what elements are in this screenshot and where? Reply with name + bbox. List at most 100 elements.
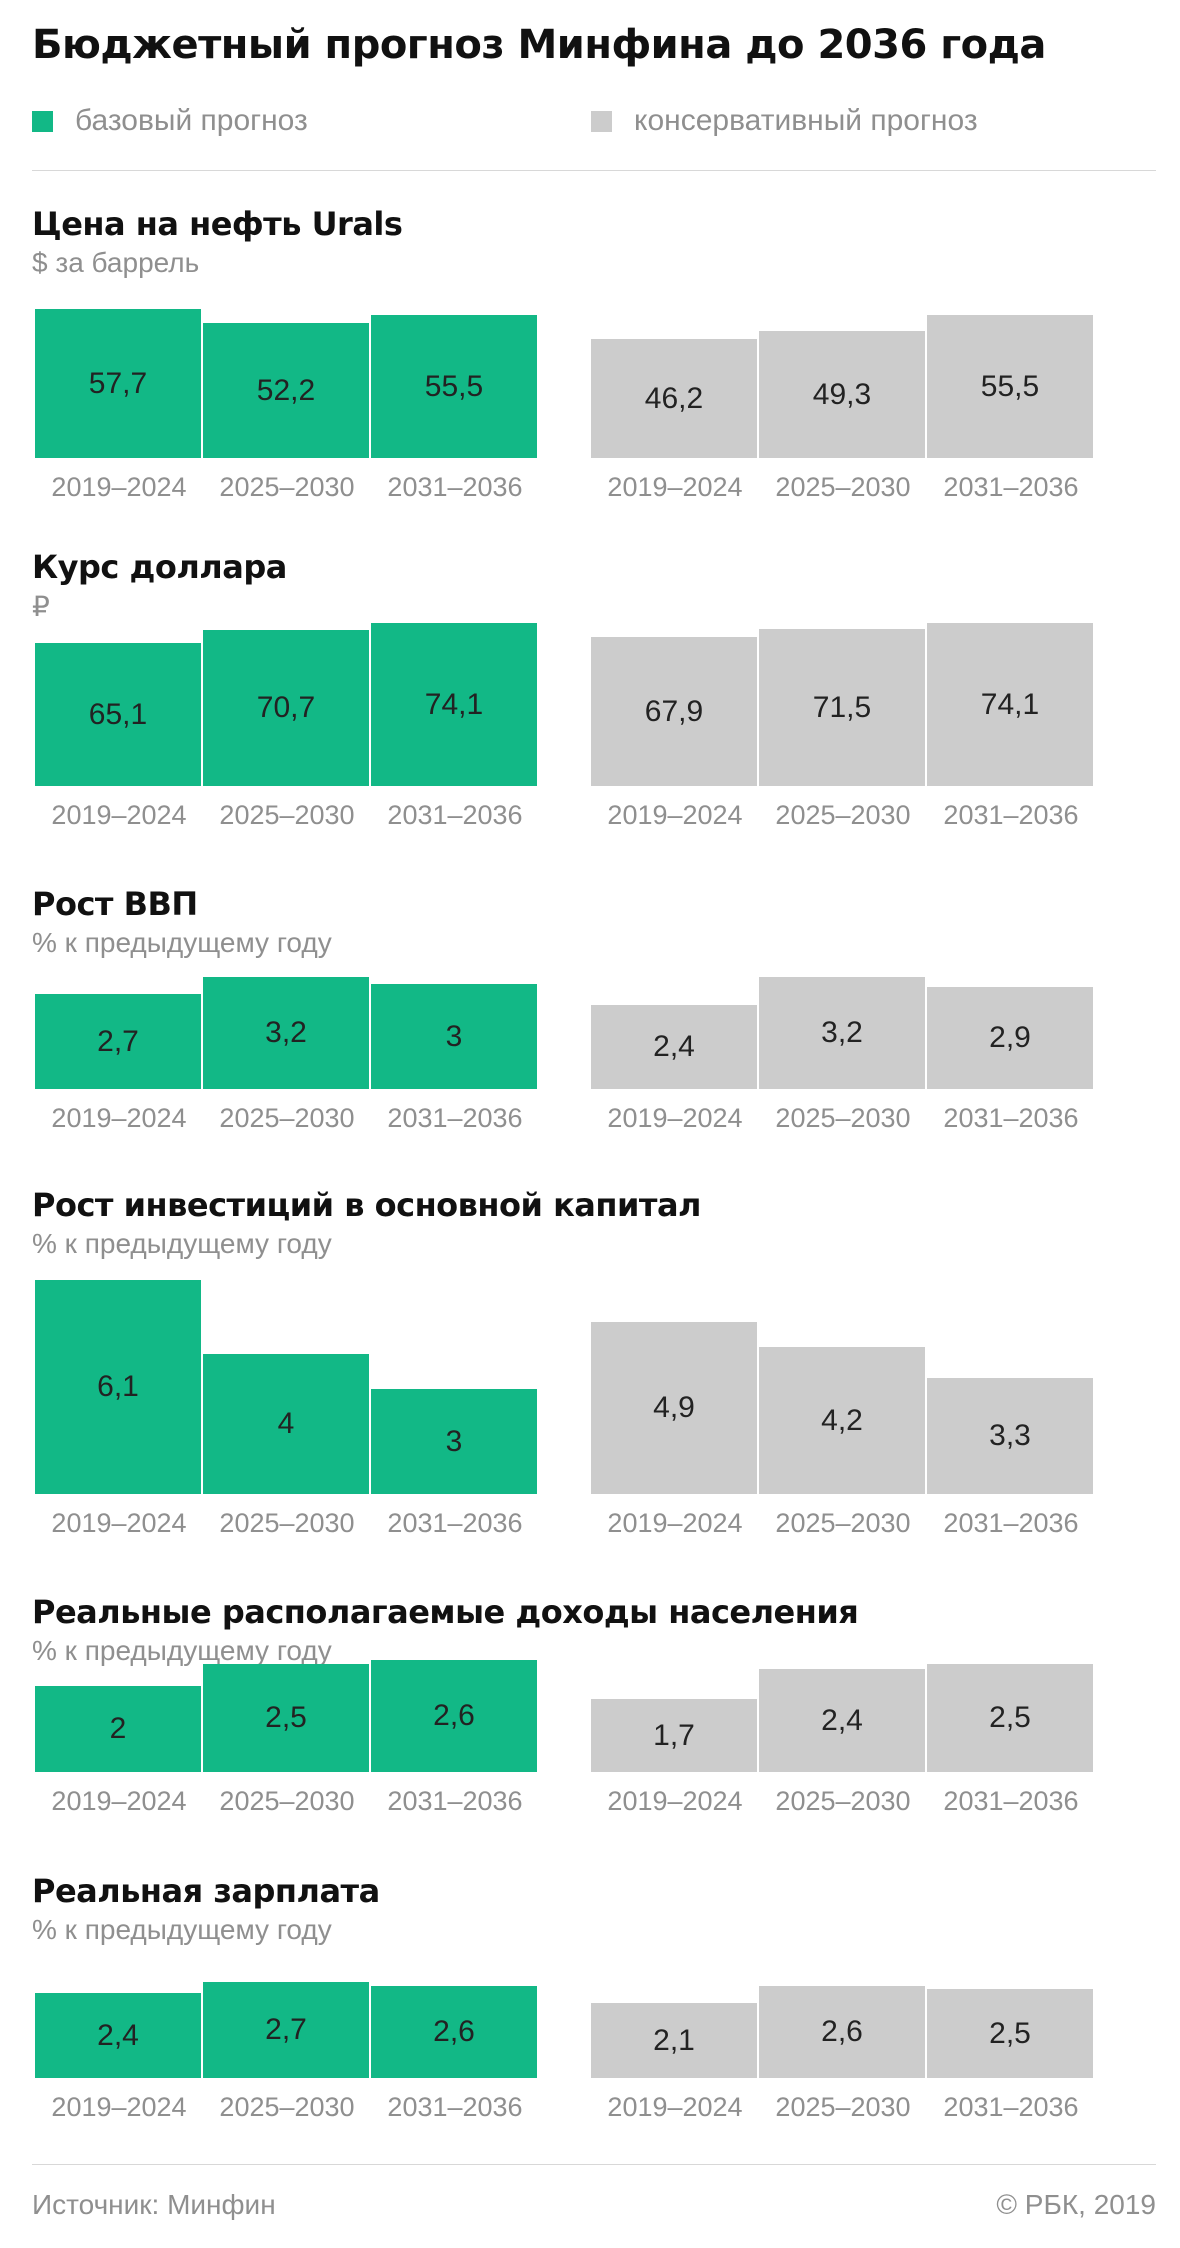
bar-base: 65,1	[35, 643, 201, 786]
legend-swatch-conservative	[591, 110, 612, 132]
chart-section: Реальные располагаемые доходы населения%…	[0, 1593, 1180, 1832]
category-label: 2031–2036	[387, 1103, 523, 1133]
bar-base: 70,7	[203, 630, 369, 786]
bar-value-label: 74,1	[980, 687, 1040, 721]
bar-value-label: 49,3	[812, 377, 872, 411]
page-title: Бюджетный прогноз Минфина до 2036 года	[32, 22, 1046, 68]
bar-base: 2,5	[203, 1664, 369, 1772]
category-label: 2019–2024	[607, 1103, 743, 1133]
bar-value-label: 6,1	[97, 1370, 139, 1403]
bar-value-label: 2,4	[653, 1030, 695, 1063]
category-label: 2025–2030	[775, 1786, 911, 1816]
category-label: 2031–2036	[387, 472, 523, 502]
bar-conservative: 74,1	[927, 623, 1093, 786]
category-label: 2019–2024	[51, 472, 187, 502]
bar-value-label: 74,1	[424, 687, 484, 721]
bar-value-label: 2,5	[265, 1701, 307, 1734]
bar-conservative: 55,5	[927, 315, 1093, 458]
chart-title: Рост инвестиций в основной капитал	[32, 1186, 701, 1224]
bar-base: 3,2	[203, 977, 369, 1089]
category-label: 2025–2030	[219, 1508, 355, 1538]
category-label: 2019–2024	[607, 1786, 743, 1816]
footer-divider	[32, 2164, 1156, 2165]
bar-value-label: 67,9	[644, 694, 704, 728]
chart-title: Цена на нефть Urals	[32, 205, 403, 243]
category-label: 2025–2030	[219, 1786, 355, 1816]
category-label: 2031–2036	[387, 1508, 523, 1538]
bar-value-label: 1,7	[653, 1718, 695, 1752]
bar-value-label: 4,2	[821, 1403, 863, 1437]
bar-value-label: 2	[109, 1712, 127, 1745]
legend-item-base: базовый прогноз	[32, 101, 308, 141]
footer-copyright: © РБК, 2019	[996, 2189, 1156, 2220]
chart-unit: % к предыдущему году	[32, 1914, 332, 1945]
bar-conservative: 71,5	[759, 629, 925, 786]
bar-value-label: 3	[445, 1424, 463, 1458]
bar-value-label: 2,6	[433, 1699, 475, 1732]
bar-conservative: 4,2	[759, 1347, 925, 1494]
bar-conservative: 2,1	[591, 2003, 757, 2078]
bar-base: 57,7	[35, 309, 201, 458]
footer-source: Источник: Минфин	[32, 2189, 276, 2220]
bar-value-label: 2,6	[433, 2015, 475, 2048]
bar-value-label: 2,4	[821, 1703, 863, 1737]
category-label: 2031–2036	[943, 2092, 1079, 2122]
bar-base: 55,5	[371, 315, 537, 458]
bar-conservative: 2,4	[591, 1005, 757, 1089]
chart-unit: ₽	[32, 591, 50, 622]
bar-value-label: 2,7	[265, 2013, 307, 2046]
chart-section: Рост инвестиций в основной капитал % к пр…	[0, 1186, 1180, 1554]
bar-base: 3	[371, 984, 537, 1089]
bar-value-label: 2,5	[989, 1701, 1031, 1734]
bar-conservative: 2,4	[759, 1669, 925, 1772]
bar-base: 2	[35, 1686, 201, 1772]
chart-section: Цена на нефть Urals $ за баррель 57,7 2019–…	[0, 205, 1180, 518]
bar-conservative: 2,5	[927, 1664, 1093, 1772]
bar-conservative: 2,6	[759, 1986, 925, 2078]
category-label: 2019–2024	[607, 472, 743, 502]
category-label: 2019–2024	[51, 1508, 187, 1538]
category-label: 2019–2024	[51, 1786, 187, 1816]
category-label: 2025–2030	[219, 2092, 355, 2122]
chart-unit: $ за баррель	[32, 247, 200, 278]
bar-base: 2,7	[35, 994, 201, 1089]
bar-value-label: 2,1	[653, 2023, 695, 2057]
bar-value-label: 2,7	[97, 1024, 139, 1058]
category-label: 2025–2030	[219, 1103, 355, 1133]
bar-value-label: 2,5	[989, 2016, 1031, 2050]
bar-base: 2,6	[371, 1986, 537, 2078]
bar-value-label: 3,2	[821, 1016, 863, 1049]
category-label: 2031–2036	[387, 800, 523, 830]
category-label: 2025–2030	[775, 1103, 911, 1133]
bar-base: 74,1	[371, 623, 537, 786]
bar-conservative: 1,7	[591, 1699, 757, 1772]
bar-conservative: 67,9	[591, 637, 757, 786]
chart-section: Реальная зарплата % к предыдущему году 2,4…	[0, 1872, 1180, 2138]
bar-value-label: 2,4	[97, 2018, 139, 2052]
chart-title: Реальная зарплата	[32, 1872, 380, 1910]
chart-unit: % к предыдущему году	[32, 927, 332, 958]
chart-unit: % к предыдущему году	[32, 1228, 332, 1259]
bar-value-label: 55,5	[980, 369, 1040, 403]
bar-conservative: 3,2	[759, 977, 925, 1089]
bar-value-label: 52,2	[256, 373, 316, 407]
bar-value-label: 65,1	[88, 697, 148, 731]
bar-conservative: 3,3	[927, 1378, 1093, 1494]
category-label: 2031–2036	[387, 1786, 523, 1816]
bar-base: 6,1	[35, 1280, 201, 1494]
category-label: 2025–2030	[775, 472, 911, 502]
category-label: 2019–2024	[607, 2092, 743, 2122]
bar-value-label: 71,5	[812, 690, 872, 724]
bar-conservative: 4,9	[591, 1322, 757, 1494]
bar-conservative: 2,9	[927, 987, 1093, 1089]
category-label: 2031–2036	[943, 1508, 1079, 1538]
category-label: 2031–2036	[943, 472, 1079, 502]
category-label: 2025–2030	[775, 2092, 911, 2122]
category-label: 2019–2024	[607, 800, 743, 830]
bar-value-label: 70,7	[256, 691, 316, 724]
category-label: 2031–2036	[943, 800, 1079, 830]
chart-unit: % к предыдущему году	[32, 1635, 332, 1666]
bar-conservative: 2,5	[927, 1989, 1093, 2078]
bar-base: 52,2	[203, 323, 369, 458]
header-divider	[32, 170, 1156, 171]
